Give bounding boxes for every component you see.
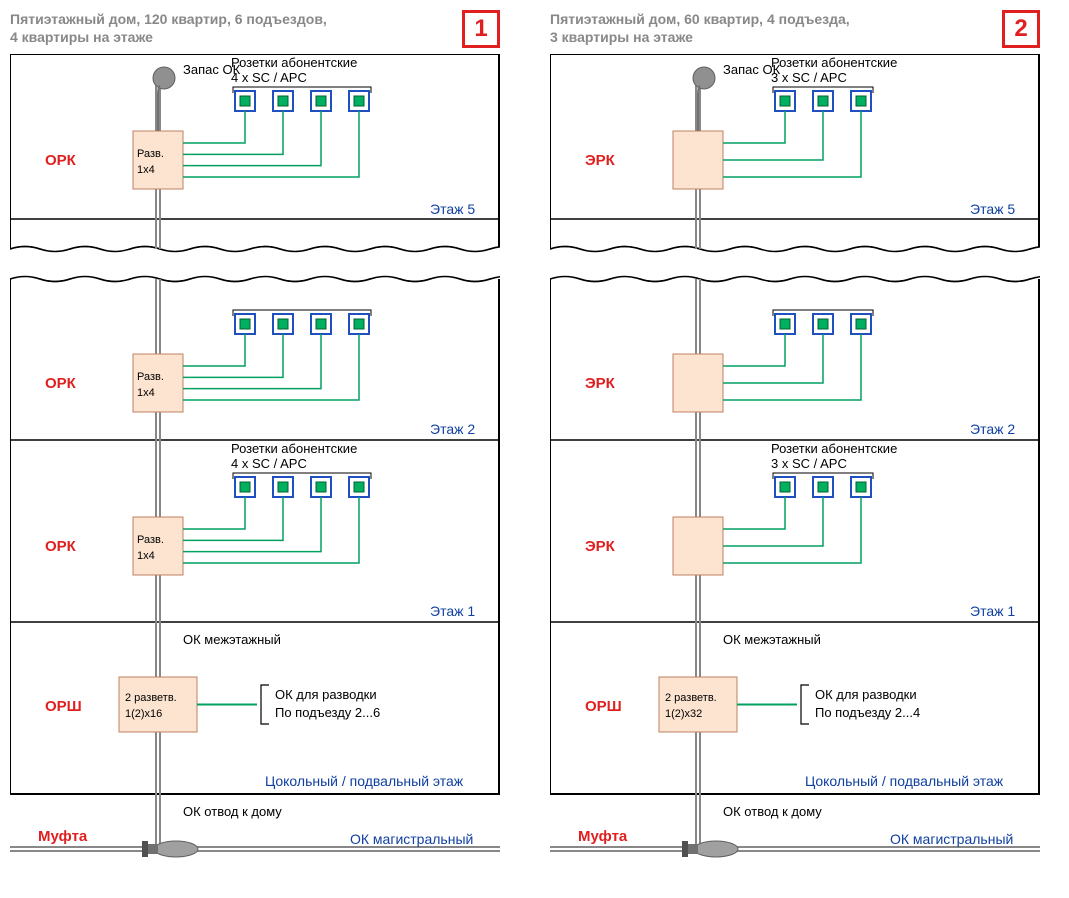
outlet-label-1: Розетки абонентские xyxy=(771,55,897,70)
fiber-wire xyxy=(183,497,245,529)
floor-label: Этаж 5 xyxy=(430,201,475,217)
fiber-wire xyxy=(723,334,861,400)
outlet-label-2: 4 х SC / APC xyxy=(231,70,307,85)
distribution-box xyxy=(659,677,737,732)
distribution-box xyxy=(119,677,197,732)
bracket xyxy=(801,685,809,724)
header-text: Пятиэтажный дом, 120 квартир, 6 подъездо… xyxy=(10,10,454,46)
diagram: ЭРКЗапас ОКРозетки абонентские3 х SC / A… xyxy=(550,54,1040,874)
branch-label-1: ОК для разводки xyxy=(275,687,377,702)
fiber-wire xyxy=(183,497,359,563)
box-type-label: ЭРК xyxy=(585,375,616,392)
branch-home-label: ОК отвод к дому xyxy=(183,804,282,819)
box-type-label: ОРК xyxy=(45,375,77,392)
dist-text-1: 2 разветв. xyxy=(665,692,717,704)
outlet-label-2: 3 х SC / APC xyxy=(771,456,847,471)
floor-label: Этаж 2 xyxy=(970,421,1015,437)
basement-label: Цокольный / подвальный этаж xyxy=(265,773,464,789)
panel-number-badge: 1 xyxy=(462,10,500,48)
branch-label-2: По подъезду 2...6 xyxy=(275,705,380,720)
header-text: Пятиэтажный дом, 60 квартир, 4 подъезда,… xyxy=(550,10,994,46)
floor-label: Этаж 1 xyxy=(430,603,475,619)
fiber-wire xyxy=(723,334,823,383)
bracket xyxy=(261,685,269,724)
reserve-coil-icon xyxy=(153,67,175,89)
junction-box xyxy=(133,131,183,189)
basement-label: Цокольный / подвальный этаж xyxy=(805,773,1004,789)
fiber-wire xyxy=(183,111,359,177)
box-text-1: Разв. xyxy=(137,534,164,546)
fiber-wire xyxy=(183,111,321,166)
dist-text-2: 1(2)х16 xyxy=(125,708,162,720)
dist-text-1: 2 разветв. xyxy=(125,692,177,704)
coupling-label: Муфта xyxy=(38,828,88,845)
box-text-2: 1х4 xyxy=(137,164,155,176)
fiber-wire xyxy=(723,497,861,563)
floor-label: Этаж 2 xyxy=(430,421,475,437)
box-type-label: ОРК xyxy=(45,152,77,169)
branch-label-1: ОК для разводки xyxy=(815,687,917,702)
outlet-label-2: 4 х SC / APC xyxy=(231,456,307,471)
panel-header: Пятиэтажный дом, 60 квартир, 4 подъезда,… xyxy=(550,10,1040,48)
box-type-label: ЭРК xyxy=(585,152,616,169)
fiber-wire xyxy=(183,111,283,154)
outlet-label-1: Розетки абонентские xyxy=(771,441,897,456)
coupling-label: Муфта xyxy=(578,828,628,845)
interfloor-label: ОК межэтажный xyxy=(183,632,281,647)
box-type-label: ЭРК xyxy=(585,538,616,555)
fiber-wire xyxy=(723,111,785,143)
branch-label-2: По подъезду 2...4 xyxy=(815,705,920,720)
outlet-label-2: 3 х SC / APC xyxy=(771,70,847,85)
box-text-2: 1х4 xyxy=(137,550,155,562)
dist-text-2: 1(2)х32 xyxy=(665,708,702,720)
floor-label: Этаж 1 xyxy=(970,603,1015,619)
outlet-label-1: Розетки абонентские xyxy=(231,55,357,70)
panel-number-badge: 2 xyxy=(1002,10,1040,48)
fiber-wire xyxy=(183,334,359,400)
panel: Пятиэтажный дом, 120 квартир, 6 подъездо… xyxy=(10,10,500,874)
fiber-wire xyxy=(723,111,861,177)
junction-box xyxy=(673,517,723,575)
dist-type-label: ОРШ xyxy=(585,698,622,715)
coupling-icon xyxy=(694,841,738,857)
branch-home-label: ОК отвод к дому xyxy=(723,804,822,819)
fiber-wire xyxy=(183,497,321,552)
fiber-wire xyxy=(723,497,823,546)
junction-box xyxy=(673,131,723,189)
interfloor-label: ОК межэтажный xyxy=(723,632,821,647)
reserve-coil-icon xyxy=(693,67,715,89)
outlet-label-1: Розетки абонентские xyxy=(231,441,357,456)
fiber-wire xyxy=(183,334,321,389)
box-text-1: Разв. xyxy=(137,148,164,160)
trunk-label: ОК магистральный xyxy=(890,831,1013,847)
junction-box xyxy=(133,517,183,575)
trunk-label: ОК магистральный xyxy=(350,831,473,847)
box-text-1: Разв. xyxy=(137,371,164,383)
box-text-2: 1х4 xyxy=(137,387,155,399)
fiber-wire xyxy=(723,334,785,366)
fiber-wire xyxy=(183,497,283,540)
coupling-icon xyxy=(154,841,198,857)
junction-box xyxy=(133,354,183,412)
fiber-wire xyxy=(723,497,785,529)
box-type-label: ОРК xyxy=(45,538,77,555)
junction-box xyxy=(673,354,723,412)
floor-label: Этаж 5 xyxy=(970,201,1015,217)
panel-header: Пятиэтажный дом, 120 квартир, 6 подъездо… xyxy=(10,10,500,48)
diagram: Разв.1х4ОРКЗапас ОКРозетки абонентские4 … xyxy=(10,54,500,874)
dist-type-label: ОРШ xyxy=(45,698,82,715)
fiber-wire xyxy=(183,111,245,143)
fiber-wire xyxy=(723,111,823,160)
fiber-wire xyxy=(183,334,283,377)
panel: Пятиэтажный дом, 60 квартир, 4 подъезда,… xyxy=(550,10,1040,874)
fiber-wire xyxy=(183,334,245,366)
